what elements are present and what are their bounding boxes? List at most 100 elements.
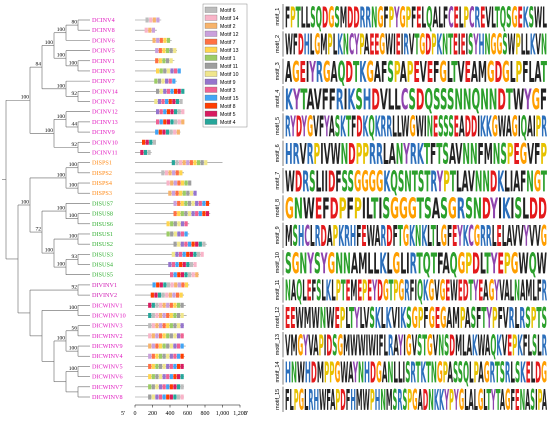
bootstrap: 100: [45, 40, 54, 46]
logo-label: motif_2: [275, 35, 281, 53]
leaf-label: DISPS1: [92, 160, 112, 167]
logo-label: motif_8: [275, 199, 281, 217]
motif-box: [189, 262, 194, 268]
motif-box: [181, 88, 185, 94]
bootstrap: 84: [36, 62, 42, 68]
motif-box: [180, 211, 184, 217]
sequence-logo: RYDYGVFYASKTFDKQKRRLLWGWINESSSEADDIKKGWA…: [285, 110, 547, 144]
motif-box: [180, 394, 184, 400]
motif-box: [161, 99, 165, 105]
axis-tick-label: 1,200: [233, 411, 247, 417]
motif-box: [148, 394, 152, 400]
motif-box: [163, 37, 167, 43]
leaf-label: DIVINV1: [92, 282, 117, 289]
motif-box: [145, 17, 149, 23]
motif-box: [171, 262, 176, 268]
motif-box: [159, 119, 163, 125]
legend-swatch: [204, 22, 218, 29]
motif-box: [184, 282, 189, 288]
motif-box: [166, 180, 170, 186]
bootstrap: 92: [72, 91, 78, 97]
motif-box: [173, 180, 177, 186]
motif-box: [171, 160, 175, 166]
motif-box: [148, 374, 152, 380]
motif-box: [173, 353, 177, 359]
motif-box: [186, 262, 190, 268]
motif-box: [182, 251, 186, 257]
motif-box: [173, 211, 177, 217]
bootstrap: 100: [57, 172, 66, 178]
sequence-logo: KYTAVFFRIKSHDVLLCSDQSSSNNQNNDTWYGF: [285, 82, 547, 116]
motif-box: [180, 231, 185, 237]
motif-box: [162, 333, 166, 339]
legend-swatch: [204, 94, 218, 101]
motif-box: [181, 282, 185, 288]
motif-box: [187, 200, 192, 206]
motif-box: [140, 149, 144, 155]
motif-box: [174, 88, 178, 94]
motif-box: [175, 99, 180, 105]
motif-box: [158, 302, 163, 308]
motif-box: [156, 17, 160, 23]
motif-box: [159, 282, 163, 288]
motif-box: [179, 262, 183, 268]
motif-box: [148, 302, 152, 308]
legend-swatch: [204, 86, 218, 93]
legend-label: Motif 15: [220, 96, 239, 102]
motif-box: [158, 374, 163, 380]
legend-swatch: [204, 46, 218, 53]
motif-box: [169, 353, 173, 359]
axis-end-label: 3': [244, 411, 248, 417]
motif-box: [180, 374, 184, 380]
motif-box: [179, 292, 183, 298]
bootstrap: 100: [69, 234, 78, 240]
leaf-label: DICWINV9: [92, 343, 123, 350]
motif-box: [173, 302, 177, 308]
motif-box: [162, 384, 166, 390]
motif-box: [172, 292, 176, 298]
motif-box: [179, 170, 183, 176]
motif-box: [162, 302, 166, 308]
motif-box: [159, 37, 163, 43]
motif-box: [169, 363, 173, 369]
motif-box: [157, 292, 162, 298]
motif-box: [163, 68, 167, 74]
motif-box: [182, 262, 186, 268]
motif-box: [158, 343, 163, 349]
bootstrap: 100: [57, 53, 66, 59]
motif-box: [156, 68, 160, 74]
motif-box: [157, 78, 162, 84]
motif-box: [176, 333, 181, 339]
motif-box: [193, 190, 197, 196]
motif-box: [155, 384, 159, 390]
bootstrap: 100: [69, 183, 78, 189]
motif-box: [180, 302, 184, 308]
motif-box: [161, 78, 165, 84]
motif-box: [151, 323, 155, 329]
motif-box: [177, 272, 181, 278]
motif-box: [158, 323, 163, 329]
legend-label: Motif 5: [220, 112, 236, 118]
logo-label: motif_12: [275, 307, 281, 328]
bootstrap: 100: [69, 366, 78, 372]
motif-box: [159, 88, 163, 94]
motif-box: [173, 343, 177, 349]
motif-box: [184, 272, 188, 278]
motif-box: [173, 48, 177, 54]
motif-box: [191, 200, 195, 206]
motif-box: [170, 180, 174, 186]
legend-label: Motif 7: [220, 40, 236, 46]
motif-box: [176, 384, 181, 390]
sequence-logo: GNWEFDPFPILTISGGGTSASGRSNDYIKISLDD: [285, 192, 547, 226]
motif-box: [165, 99, 169, 105]
motif-box: [184, 200, 188, 206]
motif-box: [181, 119, 185, 125]
leaf-label: DICWINV7: [92, 384, 123, 391]
bootstrap: 100: [57, 114, 66, 120]
motif-box: [159, 109, 163, 115]
motif-box: [195, 211, 199, 217]
leaf-label: DCINV3: [92, 68, 115, 75]
motif-box: [151, 394, 155, 400]
bootstrap: 100: [57, 335, 66, 341]
